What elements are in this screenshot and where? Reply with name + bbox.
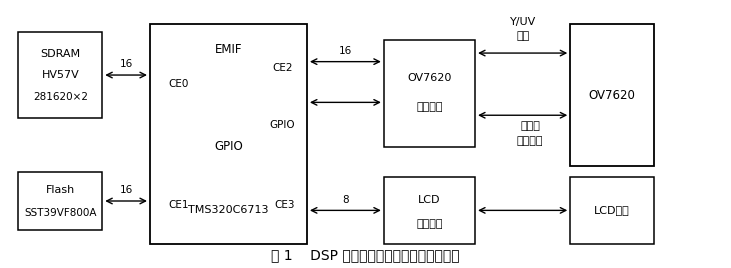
Bar — [18, 172, 102, 230]
Text: OV7620: OV7620 — [588, 89, 636, 102]
Text: CE0: CE0 — [168, 79, 189, 90]
Text: 同步和: 同步和 — [520, 121, 540, 131]
Text: CE3: CE3 — [274, 200, 295, 210]
Text: GPIO: GPIO — [269, 120, 295, 130]
Text: 8: 8 — [342, 195, 349, 205]
Text: EMIF: EMIF — [215, 43, 242, 56]
Text: HV57V: HV57V — [42, 70, 79, 80]
Text: 控制信号: 控制信号 — [517, 136, 543, 146]
Text: 16: 16 — [338, 46, 352, 56]
Text: SDRAM: SDRAM — [40, 50, 80, 59]
Text: LCD模块: LCD模块 — [594, 205, 630, 215]
Text: 通道: 通道 — [516, 31, 529, 41]
Text: SST39VF800A: SST39VF800A — [24, 208, 96, 218]
Bar — [150, 24, 307, 244]
Bar — [18, 32, 102, 118]
Text: 281620×2: 281620×2 — [33, 92, 88, 102]
Text: Flash: Flash — [45, 185, 75, 195]
Text: LCD: LCD — [418, 195, 441, 205]
Text: 16: 16 — [119, 185, 133, 195]
Text: 接口电路: 接口电路 — [416, 102, 443, 112]
Text: GPIO: GPIO — [214, 140, 243, 152]
Text: CE2: CE2 — [272, 63, 292, 73]
Bar — [384, 177, 475, 244]
Text: Y/UV: Y/UV — [510, 17, 536, 27]
Bar — [570, 177, 654, 244]
Text: TMS320C6713: TMS320C6713 — [188, 205, 269, 215]
Text: OV7620: OV7620 — [407, 73, 452, 83]
Bar — [570, 24, 654, 166]
Text: 接口电路: 接口电路 — [416, 219, 443, 229]
Text: 图 1    DSP 视频采集处理系统总体结构框图: 图 1 DSP 视频采集处理系统总体结构框图 — [271, 248, 460, 262]
Bar — [384, 40, 475, 147]
Text: 16: 16 — [119, 59, 133, 69]
Text: CE1: CE1 — [168, 200, 189, 210]
